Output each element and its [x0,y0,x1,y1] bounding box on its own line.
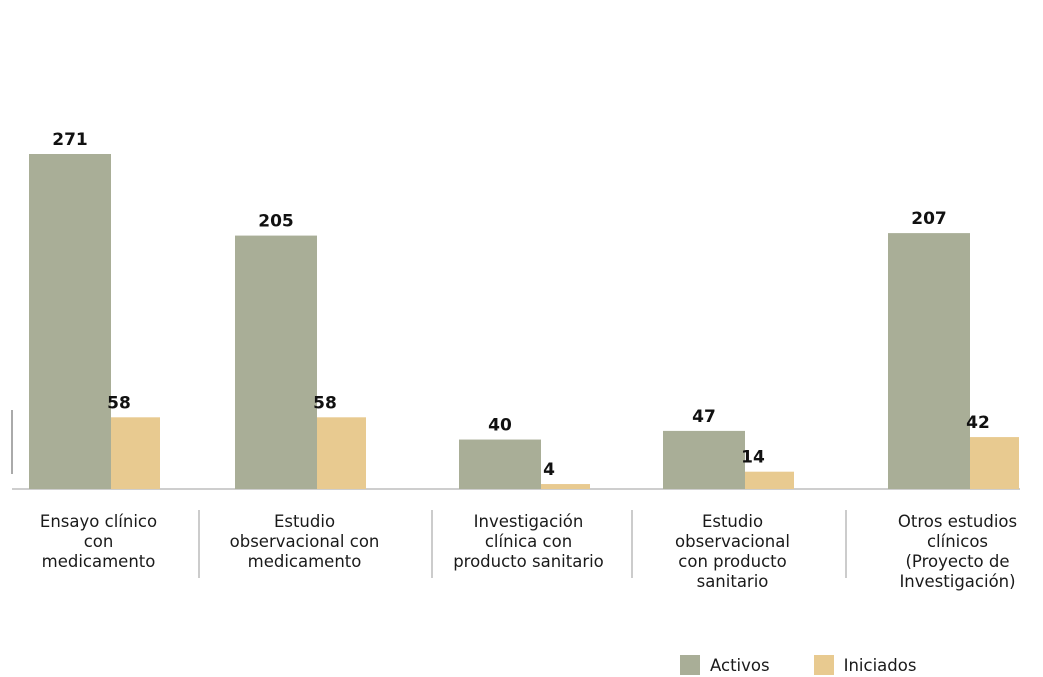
value-label-iniciados: 58 [313,393,337,413]
value-label-iniciados: 4 [543,460,555,480]
legend-label-iniciados: Iniciados [843,655,917,675]
category-label: Otros estudios clínicos (Proyecto de Inv… [897,512,1018,591]
legend-label-activos: Activos [710,655,770,675]
legend: Activos Iniciados [680,655,916,675]
bar-activos [888,233,970,489]
value-label-activos: 205 [258,212,294,232]
category-separators [198,510,847,578]
legend-swatch-iniciados [813,655,834,675]
value-label-activos: 47 [692,407,716,427]
bar-activos [459,439,541,489]
category-label: Ensayo clínico con medicamento [39,512,158,571]
category-label: Investigación clínica con producto sanit… [453,512,604,571]
category-label: Estudio observacional con medicamento [229,512,380,571]
value-labels-group: 271 205 40 47 207 58 58 4 14 42 [52,130,990,480]
category-label: Estudio observacional con producto sanit… [675,512,790,591]
value-label-iniciados: 42 [966,413,990,433]
bar-iniciados [508,484,590,489]
value-label-activos: 40 [488,416,512,436]
bar-activos [663,430,745,489]
bar-activos [29,154,111,489]
value-label-activos: 271 [52,130,88,150]
value-label-iniciados: 14 [741,448,765,468]
bars-group [29,154,1019,489]
value-label-iniciados: 58 [107,393,131,413]
bar-activos [235,235,317,489]
value-label-activos: 207 [911,209,947,229]
legend-swatch-activos [680,655,700,675]
